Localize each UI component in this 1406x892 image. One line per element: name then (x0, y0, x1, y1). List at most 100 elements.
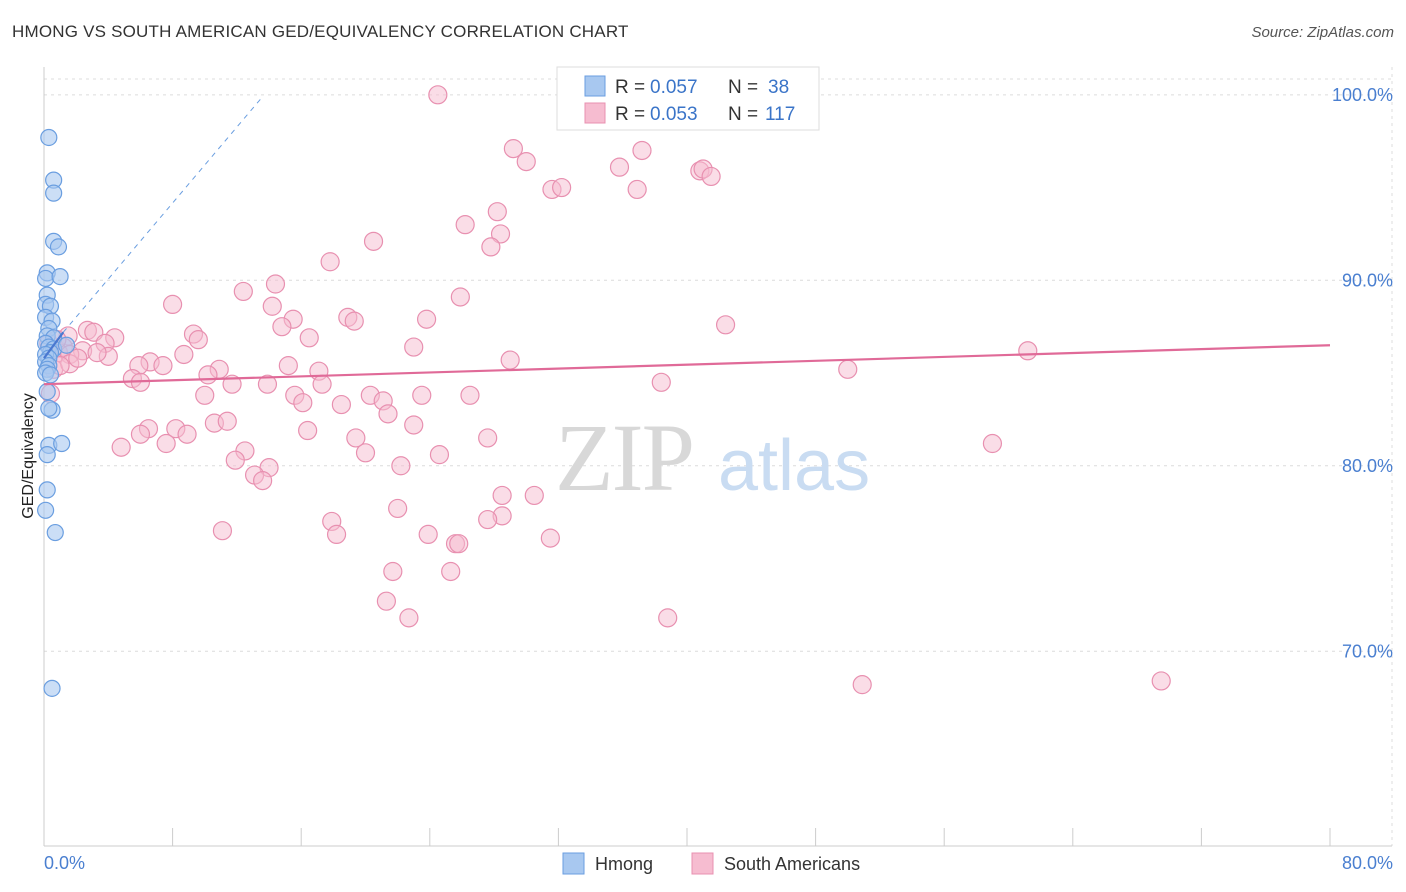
south-americans-point-46 (153, 356, 173, 376)
south-americans-point-79 (177, 424, 197, 444)
south-americans-point-66 (331, 394, 351, 415)
legend-r-label-hmong: R = (615, 77, 645, 98)
south-americans-point-73 (217, 411, 237, 431)
south-americans-point-88 (225, 450, 245, 470)
y-axis-label: GED/Equivalency (20, 393, 37, 518)
south-americans-point-92 (253, 471, 273, 491)
south-americans-point-16 (481, 237, 501, 257)
source-label: Source: ZipAtlas.com (1251, 24, 1394, 41)
watermark-zip: ZIP (555, 404, 693, 511)
legend-n-label-hmong: N = (728, 77, 758, 98)
hmong-point-29 (40, 399, 58, 417)
south-americans-point-50 (278, 356, 298, 376)
south-americans-point-74 (298, 420, 318, 441)
x-tick-label-max: 80.0% (1342, 853, 1393, 873)
legend-n-label-south-americans: N = (728, 104, 758, 125)
south-americans-point-61 (651, 372, 671, 392)
bottom-legend: Hmong South Americans (562, 852, 860, 875)
south-americans-point-65 (293, 393, 313, 413)
hmong-point-37 (57, 336, 76, 354)
south-americans-point-86 (429, 445, 450, 465)
legend-r-label-south-americans: R = (615, 104, 645, 125)
south-americans-point-27 (416, 309, 437, 329)
hmong-trend-line (43, 331, 65, 359)
south-americans-point-20 (450, 287, 470, 307)
south-americans-point-93 (492, 485, 512, 506)
south-americans-point-107 (376, 591, 396, 611)
y-tick-label-100: 100.0% (1332, 85, 1393, 105)
south-americans-trend-line (43, 344, 1331, 386)
hmong-point-4 (49, 238, 68, 256)
south-americans-point-4 (609, 157, 630, 177)
south-americans-point-102 (540, 528, 560, 548)
south-americans-point-17 (320, 252, 340, 272)
x-tick-label-min: 0.0% (44, 853, 85, 873)
south-americans-point-97 (478, 509, 498, 530)
south-americans-point-69 (412, 385, 432, 405)
y-tick-label-90: 90.0% (1342, 270, 1393, 290)
legend-r-value-south-americans: 0.053 (650, 104, 698, 125)
bottom-legend-label-hmong: Hmong (595, 854, 653, 874)
south-americans-point-100 (326, 524, 347, 545)
hmong-point-32 (38, 446, 56, 464)
bottom-legend-label-south-americans: South Americans (724, 854, 860, 874)
south-americans-point-111 (1151, 671, 1171, 691)
south-americans-point-35 (299, 328, 319, 348)
south-americans-point-85 (355, 443, 376, 463)
bottom-legend-swatch-hmong (562, 852, 585, 875)
south-americans-point-110 (852, 675, 872, 695)
south-americans-points (39, 85, 1171, 695)
trend-lines (43, 98, 1331, 386)
hmong-point-26 (41, 366, 60, 384)
south-americans-point-78 (130, 424, 151, 444)
south-americans-point-94 (524, 485, 544, 506)
y-tick-label-70: 70.0% (1342, 641, 1393, 661)
south-americans-point-70 (460, 385, 480, 405)
hmong-point-27 (38, 382, 56, 401)
watermark-atlas: atlas (718, 426, 870, 506)
chart-title: HMONG VS SOUTH AMERICAN GED/EQUIVALENCY … (12, 22, 629, 41)
south-americans-point-83 (111, 437, 131, 457)
south-americans-point-108 (399, 608, 419, 628)
south-americans-point-63 (195, 385, 215, 405)
south-americans-point-82 (478, 428, 498, 448)
south-americans-point-3 (516, 151, 536, 172)
hmong-point-31 (53, 434, 71, 453)
hmong-point-33 (38, 481, 56, 499)
south-americans-point-41 (404, 337, 424, 357)
south-americans-point-53 (838, 359, 858, 379)
south-americans-point-60 (312, 374, 332, 394)
south-americans-point-24 (344, 311, 364, 331)
south-americans-point-13 (455, 215, 475, 235)
hmong-point-36 (43, 679, 61, 697)
south-americans-point-75 (404, 415, 424, 435)
south-americans-point-5 (632, 140, 652, 161)
south-americans-point-80 (156, 433, 176, 454)
south-americans-point-52 (500, 350, 520, 370)
south-americans-point-0 (428, 85, 448, 105)
south-americans-point-34 (188, 330, 208, 350)
south-americans-point-106 (441, 561, 461, 582)
hmong-points (37, 128, 76, 697)
south-americans-point-19 (233, 281, 253, 302)
south-americans-point-12 (487, 202, 507, 222)
legend-swatch-south-americans (584, 102, 606, 124)
south-americans-point-42 (174, 344, 194, 365)
south-americans-point-105 (383, 561, 403, 582)
legend-n-value-hmong: 38 (768, 77, 789, 98)
legend-swatch-hmong (584, 75, 606, 97)
south-americans-point-22 (262, 296, 282, 316)
south-americans-point-8 (701, 166, 721, 187)
hmong-point-35 (46, 523, 64, 542)
hmong-point-7 (51, 267, 69, 286)
y-tick-label-80: 80.0% (1342, 456, 1393, 476)
south-americans-point-26 (272, 317, 292, 337)
south-americans-point-87 (982, 433, 1003, 454)
hmong-point-0 (40, 128, 58, 147)
legend-n-value-south-americans: 117 (765, 104, 795, 125)
south-americans-point-28 (715, 315, 736, 335)
south-americans-point-14 (490, 224, 511, 244)
south-americans-point-95 (388, 498, 408, 519)
hmong-point-2 (45, 184, 63, 202)
